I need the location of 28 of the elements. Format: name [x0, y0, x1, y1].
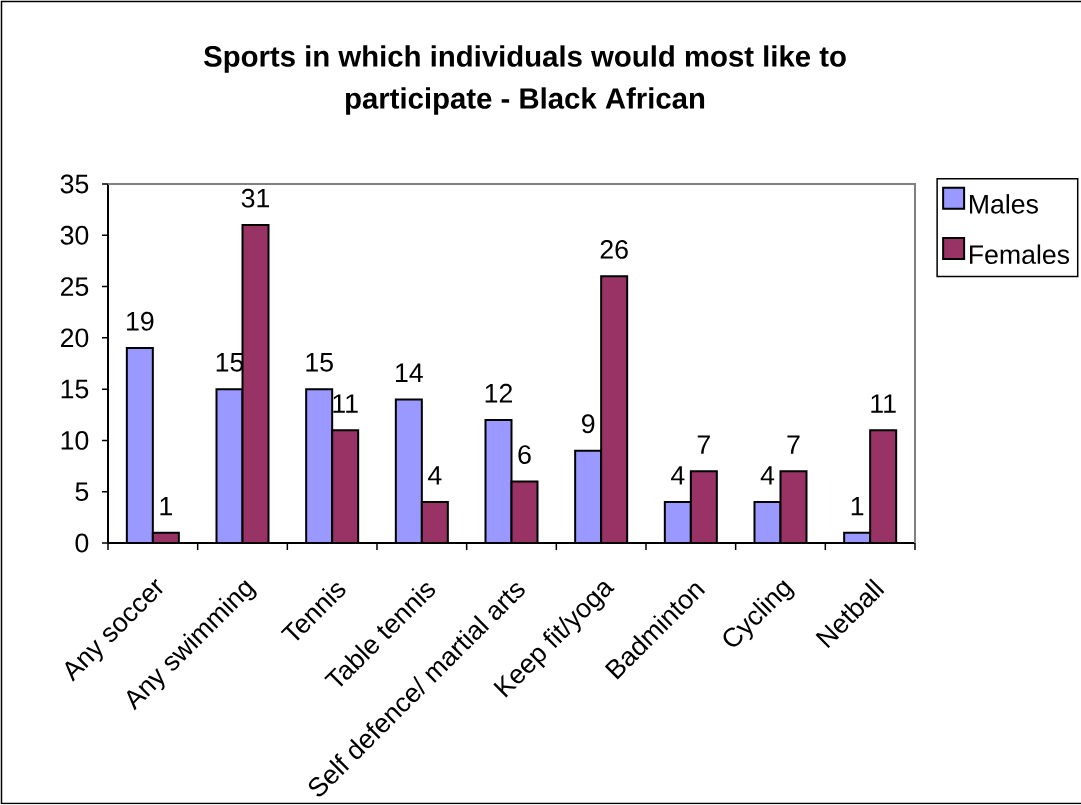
y-tick-label: 30	[60, 225, 89, 245]
y-tick-label: 35	[60, 174, 89, 194]
y-tick-label: 5	[75, 482, 89, 501]
data-label: 11	[871, 394, 896, 413]
data-label: 7	[697, 435, 710, 454]
y-tick-label: 10	[61, 430, 89, 450]
data-label: 6	[518, 445, 531, 464]
data-label: 1	[851, 496, 864, 516]
y-tick-label: 20	[60, 328, 89, 348]
legend-label: Males	[969, 194, 1038, 214]
y-tick-label: 25	[60, 277, 89, 296]
data-label: 4	[428, 466, 442, 485]
data-label: 31	[241, 188, 270, 208]
data-label: 15	[306, 353, 333, 372]
legend-label: Females	[969, 244, 1070, 264]
data-label: 7	[787, 435, 800, 454]
y-tick-label: 15	[61, 379, 89, 399]
data-label: 14	[396, 363, 423, 382]
data-label: 9	[582, 414, 595, 434]
data-label: 1	[160, 496, 172, 516]
data-label: 4	[671, 466, 685, 485]
data-label: 11	[333, 394, 358, 413]
y-tick-label: 0	[75, 533, 89, 553]
data-label: 4	[760, 466, 775, 485]
data-label: 19	[127, 311, 154, 331]
data-label: 26	[600, 239, 628, 259]
data-label: 12	[485, 383, 512, 403]
chart-title: Sports in which individuals would most like to participate - Black African	[203, 45, 846, 115]
